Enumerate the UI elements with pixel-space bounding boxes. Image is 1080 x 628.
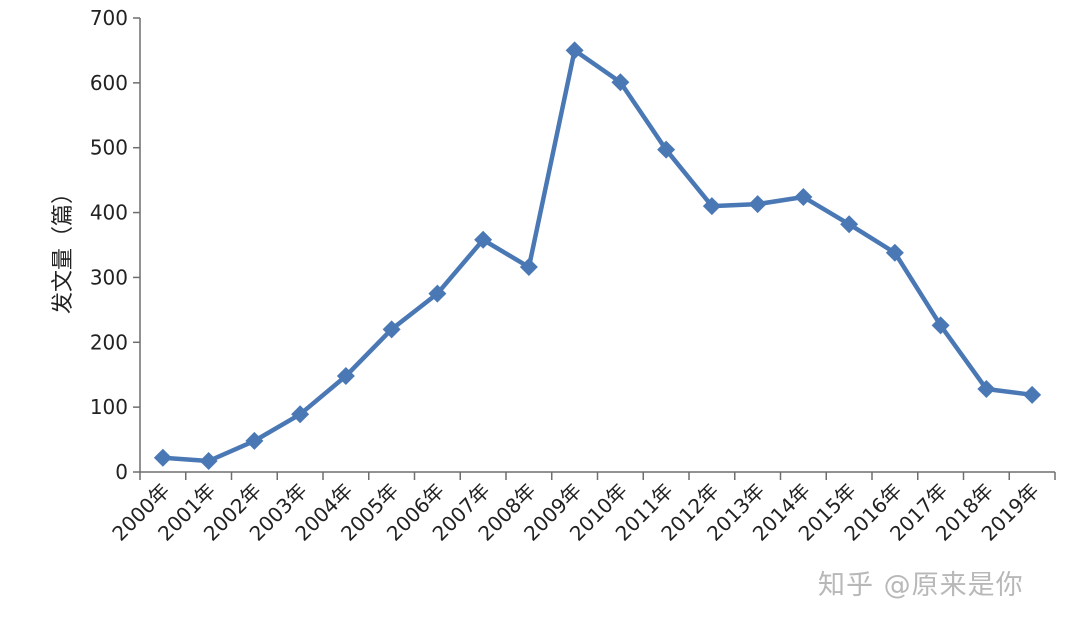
data-point-marker <box>611 73 630 92</box>
data-point-marker <box>382 320 401 339</box>
y-tick-label: 600 <box>90 71 128 95</box>
y-tick-label: 200 <box>90 330 128 354</box>
data-point-marker <box>565 41 584 60</box>
y-tick-label: 700 <box>90 6 128 30</box>
data-point-marker <box>428 284 447 303</box>
y-tick-label: 0 <box>115 460 128 484</box>
x-axis-ticks: 2000年2001年2002年2003年2004年2005年2006年2007年… <box>107 472 1056 546</box>
data-point-marker <box>245 431 264 450</box>
series-line <box>162 48 1033 464</box>
y-tick-label: 300 <box>90 265 128 289</box>
data-point-marker <box>702 197 721 216</box>
series-group <box>153 41 1042 470</box>
data-point-marker <box>519 258 538 277</box>
watermark-text: 知乎 @原来是你 <box>818 570 1024 601</box>
data-point-marker <box>1023 385 1042 404</box>
data-point-marker <box>474 230 493 249</box>
data-point-marker <box>977 379 996 398</box>
data-point-marker <box>657 140 676 159</box>
data-point-marker <box>885 243 904 262</box>
data-point-marker <box>291 405 310 424</box>
data-point-marker <box>840 215 859 234</box>
data-point-marker <box>336 367 355 386</box>
y-tick-label: 500 <box>90 136 128 160</box>
axes <box>139 18 1055 473</box>
y-tick-label: 400 <box>90 201 128 225</box>
data-point-marker <box>931 316 950 335</box>
data-point-marker <box>794 188 813 207</box>
y-axis-label: 发文量（篇） <box>51 182 76 314</box>
data-point-marker <box>153 448 172 467</box>
data-point-marker <box>748 195 767 214</box>
y-axis-ticks: 0 100 200 300 400 500 600 700 <box>90 6 140 484</box>
data-point-marker <box>199 451 218 470</box>
y-tick-label: 100 <box>90 395 128 419</box>
